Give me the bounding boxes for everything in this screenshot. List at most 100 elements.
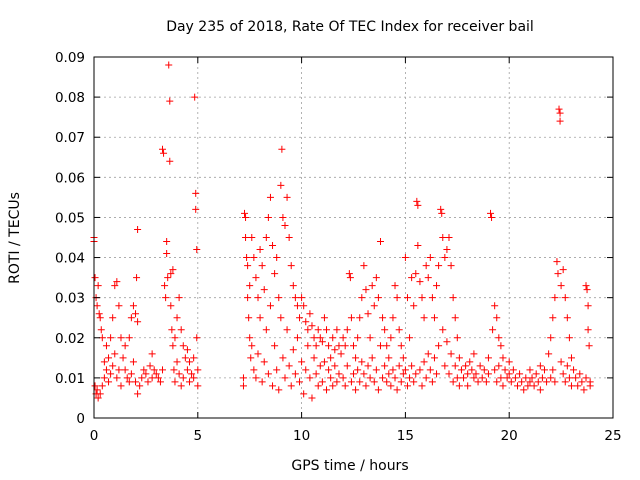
data-point <box>105 378 113 386</box>
data-point <box>168 326 176 334</box>
data-point <box>327 354 335 362</box>
data-point <box>516 370 524 378</box>
data-point <box>410 302 418 310</box>
data-point <box>567 354 575 362</box>
data-point <box>406 334 414 342</box>
data-point <box>262 326 270 334</box>
data-point <box>302 366 310 374</box>
data-point <box>300 302 308 310</box>
data-point <box>320 358 328 366</box>
data-point <box>331 346 339 354</box>
data-point <box>578 378 586 386</box>
data-point <box>370 378 378 386</box>
data-point <box>393 294 401 302</box>
data-point <box>556 109 564 117</box>
data-point <box>354 334 362 342</box>
x-tick-label: 20 <box>501 428 518 444</box>
data-point <box>460 374 468 382</box>
data-point <box>302 318 310 326</box>
data-point <box>507 378 515 386</box>
data-point <box>347 314 355 322</box>
y-tick-label: 0.03 <box>55 291 85 307</box>
data-point <box>410 378 418 386</box>
data-point <box>148 350 156 358</box>
data-point <box>389 314 397 322</box>
data-point <box>428 378 436 386</box>
data-point <box>243 254 251 262</box>
data-point <box>497 342 505 350</box>
data-point <box>296 378 304 386</box>
data-point <box>435 262 443 270</box>
data-point <box>484 354 492 362</box>
data-point <box>449 294 457 302</box>
data-point <box>242 213 250 221</box>
data-point <box>331 362 339 370</box>
data-point <box>433 282 441 290</box>
data-point <box>401 366 409 374</box>
data-point <box>283 326 291 334</box>
data-point <box>501 366 509 374</box>
data-point <box>162 294 170 302</box>
data-point <box>582 282 590 290</box>
data-point <box>260 286 268 294</box>
data-point <box>121 342 129 350</box>
data-point <box>374 294 382 302</box>
data-point <box>167 302 175 310</box>
data-point <box>111 350 119 358</box>
data-point <box>383 378 391 386</box>
data-point <box>109 362 117 370</box>
data-point <box>94 282 102 290</box>
data-point <box>352 386 360 394</box>
data-point <box>289 346 297 354</box>
data-point <box>113 374 121 382</box>
data-point <box>283 193 291 201</box>
data-point <box>169 266 177 274</box>
y-tick-label: 0.08 <box>55 90 85 106</box>
data-point <box>269 242 277 250</box>
x-tick-label: 0 <box>90 428 99 444</box>
data-point <box>395 362 403 370</box>
plot-frame <box>93 56 614 419</box>
data-point <box>360 370 368 378</box>
data-point <box>93 386 101 394</box>
data-point <box>495 362 503 370</box>
data-point <box>279 213 287 221</box>
data-point <box>493 378 501 386</box>
data-point <box>491 302 499 310</box>
data-point <box>549 314 557 322</box>
data-point <box>256 246 264 254</box>
data-point <box>248 234 256 241</box>
data-point <box>376 238 384 246</box>
data-point <box>408 362 416 370</box>
data-point <box>163 250 171 258</box>
data-point <box>439 326 447 334</box>
data-point <box>499 354 507 362</box>
data-point <box>314 326 322 334</box>
data-point <box>586 382 594 390</box>
data-point <box>565 334 573 342</box>
data-point <box>102 342 110 350</box>
data-point <box>505 358 513 366</box>
data-point <box>397 342 405 350</box>
data-point <box>567 382 575 390</box>
data-point <box>333 326 341 334</box>
data-point <box>264 370 272 378</box>
data-point <box>387 382 395 390</box>
data-point <box>318 378 326 386</box>
data-point <box>339 334 347 342</box>
data-point <box>156 378 164 386</box>
y-tick-label: 0.01 <box>55 371 85 387</box>
data-point <box>345 270 353 278</box>
data-point <box>437 205 445 213</box>
data-point <box>430 314 438 322</box>
y-axis-label: ROTI / TECUs <box>7 192 23 284</box>
data-point <box>585 342 593 350</box>
data-point <box>439 234 447 241</box>
data-point <box>408 274 416 282</box>
data-point <box>97 326 105 334</box>
data-point <box>275 386 283 394</box>
data-point <box>245 314 253 322</box>
data-point <box>360 262 368 270</box>
data-point <box>314 382 322 390</box>
data-point <box>447 262 455 270</box>
